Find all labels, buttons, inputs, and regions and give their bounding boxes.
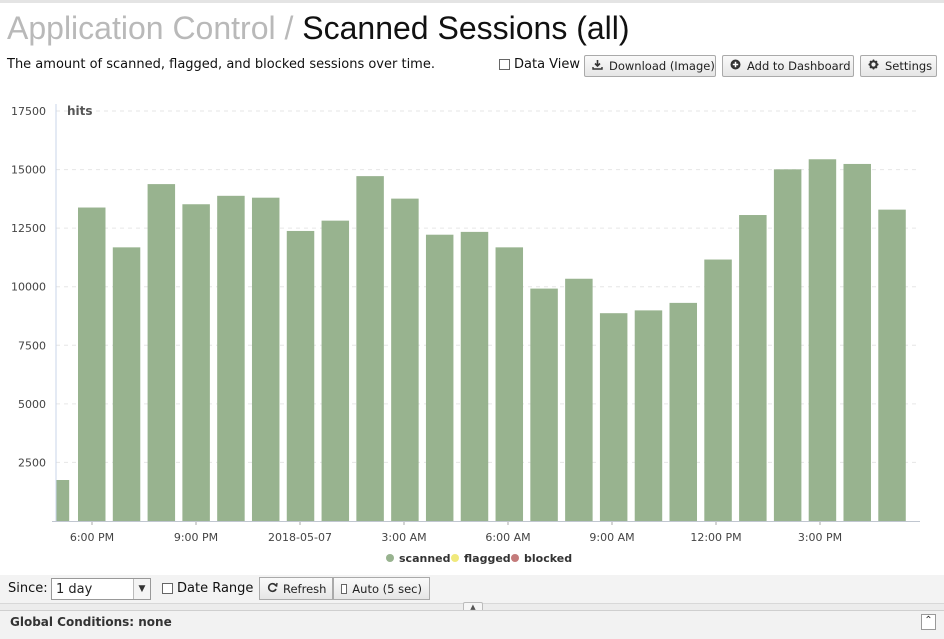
bar-scanned[interactable] bbox=[78, 207, 106, 522]
bar-scanned[interactable] bbox=[286, 230, 315, 521]
bar-scanned[interactable] bbox=[460, 231, 489, 522]
legend-item-flagged[interactable]: flagged bbox=[464, 552, 511, 565]
y-tick-label: 17500 bbox=[11, 105, 46, 118]
bar-scanned[interactable] bbox=[843, 163, 871, 521]
legend-marker-scanned bbox=[386, 554, 394, 562]
date-range-toggle[interactable]: Date Range bbox=[162, 581, 253, 596]
download-label: Download (Image) bbox=[609, 59, 715, 73]
bar-scanned[interactable] bbox=[251, 197, 280, 521]
x-tick-label: 9:00 PM bbox=[174, 531, 218, 544]
refresh-label: Refresh bbox=[283, 581, 327, 596]
bar-scanned[interactable] bbox=[669, 302, 698, 521]
y-tick-label: 15000 bbox=[11, 164, 46, 177]
bar-scanned[interactable] bbox=[56, 480, 70, 521]
download-icon bbox=[592, 59, 603, 73]
refresh-icon bbox=[267, 582, 278, 596]
auto-refresh-checkbox[interactable] bbox=[341, 583, 348, 594]
settings-button[interactable]: Settings bbox=[860, 55, 937, 77]
legend-item-blocked[interactable]: blocked bbox=[524, 552, 572, 565]
bar-scanned[interactable] bbox=[147, 184, 176, 521]
scanned-sessions-chart: 2500 5000 7500 10000 12500 15000 17500 6:00 PM… bbox=[11, 104, 920, 565]
breadcrumb-separator: / bbox=[284, 10, 294, 46]
bar-scanned[interactable] bbox=[773, 169, 802, 521]
bar-scanned[interactable] bbox=[878, 209, 906, 521]
bar-scanned[interactable] bbox=[739, 215, 767, 521]
add-to-dashboard-button[interactable]: Add to Dashboard bbox=[722, 55, 854, 77]
bar-scanned[interactable] bbox=[530, 288, 558, 521]
x-tick-label: 3:00 PM bbox=[798, 531, 842, 544]
gear-icon bbox=[868, 59, 879, 73]
x-tick-label: 6:00 PM bbox=[70, 531, 114, 544]
add-to-dashboard-label: Add to Dashboard bbox=[747, 59, 851, 73]
y-tick-label: 12500 bbox=[11, 222, 46, 235]
bar-scanned[interactable] bbox=[217, 195, 245, 521]
bar-scanned[interactable] bbox=[356, 176, 384, 521]
y-tick-label: 10000 bbox=[11, 281, 46, 294]
settings-label: Settings bbox=[885, 59, 933, 73]
bar-scanned[interactable] bbox=[425, 234, 454, 521]
since-label: Since: bbox=[8, 581, 48, 596]
global-conditions-label: Global Conditions: none bbox=[10, 615, 172, 629]
since-select[interactable]: 1 day ▼ bbox=[51, 578, 151, 600]
global-conditions-bar[interactable] bbox=[0, 610, 944, 639]
auto-refresh-button[interactable]: Auto (5 sec) bbox=[333, 577, 430, 600]
bar-scanned[interactable] bbox=[599, 313, 628, 521]
x-tick-label: 6:00 AM bbox=[485, 531, 530, 544]
refresh-button[interactable]: Refresh bbox=[259, 577, 333, 600]
legend-marker-blocked bbox=[511, 554, 519, 562]
data-view-toggle[interactable]: Data View bbox=[499, 57, 580, 72]
data-view-label: Data View bbox=[514, 57, 581, 72]
bar-scanned[interactable] bbox=[391, 198, 419, 521]
x-tick-label: 9:00 AM bbox=[589, 531, 634, 544]
chart-panel: 2500 5000 7500 10000 12500 15000 17500 6:00 PM… bbox=[0, 84, 944, 574]
plus-circle-icon bbox=[730, 59, 741, 73]
bar-scanned[interactable] bbox=[634, 310, 663, 521]
x-tick-label: 12:00 PM bbox=[690, 531, 741, 544]
bar-scanned[interactable] bbox=[808, 159, 837, 521]
legend-marker-flagged bbox=[451, 554, 459, 562]
chevron-down-icon[interactable]: ▼ bbox=[133, 579, 150, 599]
y-tick-label: 2500 bbox=[18, 456, 46, 469]
bar-scanned[interactable] bbox=[704, 259, 732, 521]
expand-up-icon[interactable]: ⌃ bbox=[921, 614, 936, 630]
y-tick-label: 5000 bbox=[18, 398, 46, 411]
auto-refresh-label: Auto (5 sec) bbox=[352, 581, 422, 596]
page-title: Application Control / Scanned Sessions (… bbox=[7, 6, 630, 50]
data-view-checkbox[interactable] bbox=[499, 59, 510, 70]
footer-bar bbox=[0, 575, 944, 603]
legend-item-scanned[interactable]: scanned bbox=[399, 552, 451, 565]
report-description: The amount of scanned, flagged, and bloc… bbox=[7, 57, 435, 72]
report-title: Scanned Sessions (all) bbox=[302, 10, 630, 46]
x-tick-label: 3:00 AM bbox=[381, 531, 426, 544]
y-axis-label: hits bbox=[67, 104, 93, 118]
since-value: 1 day bbox=[56, 581, 93, 597]
date-range-checkbox[interactable] bbox=[162, 583, 173, 594]
bar-scanned[interactable] bbox=[565, 278, 593, 521]
y-tick-label: 7500 bbox=[18, 339, 46, 352]
x-tick-label: 2018-05-07 bbox=[268, 531, 332, 544]
bar-scanned[interactable] bbox=[495, 247, 524, 521]
bar-scanned[interactable] bbox=[182, 204, 210, 521]
top-border bbox=[0, 0, 944, 3]
bar-scanned[interactable] bbox=[112, 247, 141, 521]
date-range-label: Date Range bbox=[177, 581, 254, 596]
download-image-button[interactable]: Download (Image) bbox=[584, 55, 716, 77]
bar-scanned[interactable] bbox=[321, 220, 350, 521]
breadcrumb-section[interactable]: Application Control bbox=[7, 10, 276, 46]
